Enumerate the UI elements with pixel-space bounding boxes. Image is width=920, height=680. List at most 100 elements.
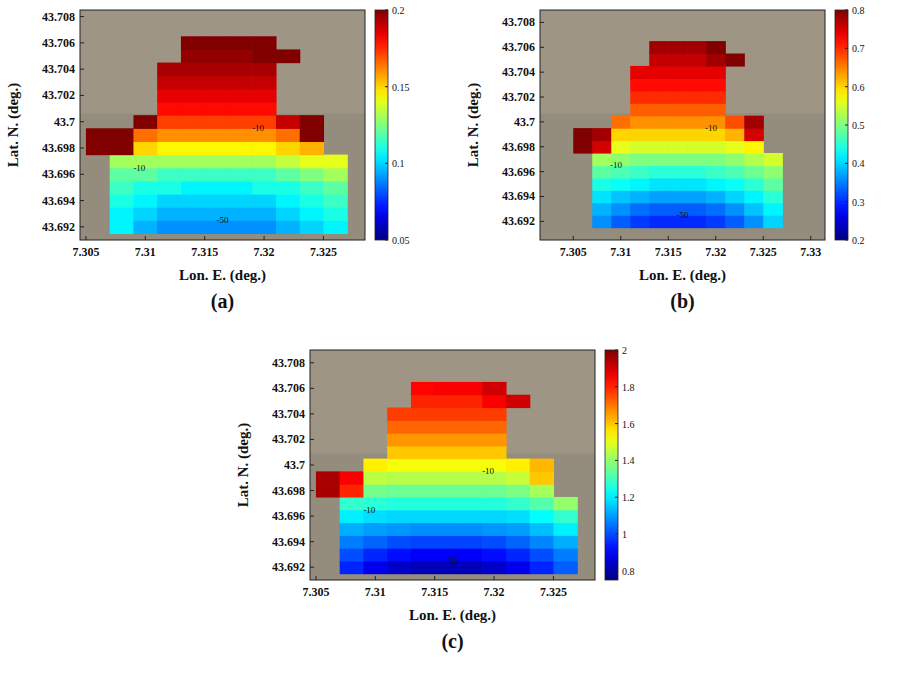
cell [300, 141, 324, 155]
cell [110, 194, 134, 208]
cell [458, 408, 482, 421]
cell [387, 446, 411, 459]
y-tick [310, 516, 314, 517]
contour-label: -10 [363, 505, 375, 515]
cell [387, 408, 411, 421]
y-tick [540, 97, 544, 98]
cell [706, 54, 726, 67]
y-tick [540, 221, 544, 222]
cell [363, 535, 387, 548]
cell [706, 203, 726, 216]
cell [482, 548, 506, 561]
x-tick-label: 7.31 [610, 245, 631, 259]
cell [252, 194, 276, 208]
cell [181, 141, 205, 155]
y-tick [80, 148, 84, 149]
cell [228, 63, 252, 77]
cell [181, 63, 205, 77]
cell [387, 497, 411, 510]
cell [458, 433, 482, 446]
cell [687, 78, 707, 91]
x-tick-label: 7.325 [310, 245, 337, 259]
cell [592, 153, 612, 166]
colorbar-tick-label: 0.1 [392, 158, 405, 169]
cell [649, 41, 669, 54]
cell [316, 471, 340, 484]
panel: -10-10-507.3057.317.3157.327.32543.69243… [235, 345, 635, 653]
colorbar-tick [845, 10, 848, 11]
cell [649, 128, 669, 141]
y-tick [80, 16, 84, 17]
cell [323, 168, 347, 182]
cell [668, 165, 688, 178]
colorbar-tick-label: 0.4 [852, 158, 865, 169]
cell [482, 484, 506, 497]
cell [252, 141, 276, 155]
y-tick [80, 42, 84, 43]
cell [340, 497, 364, 510]
cell [744, 116, 764, 129]
cell [181, 168, 205, 182]
cell [205, 89, 229, 103]
cell [530, 510, 554, 523]
land-background [80, 10, 365, 240]
cell [205, 36, 229, 50]
cell [482, 433, 506, 446]
land-town [540, 10, 825, 114]
cell [435, 471, 459, 484]
cell [763, 190, 783, 203]
cell [205, 194, 229, 208]
cell [387, 561, 411, 574]
cell [300, 115, 324, 129]
cell [592, 178, 612, 191]
cell [530, 459, 554, 472]
contour-label: -10 [610, 160, 622, 170]
cell [110, 128, 134, 142]
cell [687, 203, 707, 216]
cell [435, 395, 459, 408]
y-tick [310, 541, 314, 542]
cell [649, 54, 669, 67]
cell [110, 181, 134, 195]
cell [706, 178, 726, 191]
y-tick [80, 226, 84, 227]
cell [276, 194, 300, 208]
y-tick [540, 121, 544, 122]
cell [387, 420, 411, 433]
cell [592, 141, 612, 154]
cell [530, 471, 554, 484]
cell [411, 459, 435, 472]
colorbar [835, 10, 848, 240]
cell [630, 178, 650, 191]
cell [205, 115, 229, 129]
contour-label: -50 [217, 215, 229, 225]
cell [110, 155, 134, 169]
panel-label: (a) [211, 290, 234, 313]
cell [435, 433, 459, 446]
cell [435, 382, 459, 395]
cell [763, 203, 783, 216]
y-tick [80, 174, 84, 175]
cell [553, 523, 577, 536]
y-tick [310, 490, 314, 491]
y-tick-label: 43.702 [42, 88, 75, 102]
cell [630, 203, 650, 216]
cell [387, 433, 411, 446]
cell [157, 207, 181, 221]
colorbar-tick [845, 125, 848, 126]
cell [133, 181, 157, 195]
cell [687, 215, 707, 228]
colorbar-tick [615, 350, 618, 351]
cell [506, 497, 530, 510]
y-tick-label: 43.706 [272, 381, 305, 395]
cell [387, 523, 411, 536]
cell [706, 153, 726, 166]
cell [316, 484, 340, 497]
cells [86, 36, 348, 234]
x-tick [204, 236, 205, 240]
cell [706, 141, 726, 154]
cell [506, 459, 530, 472]
cell [725, 153, 745, 166]
x-tick-label: 7.315 [421, 585, 448, 599]
cell [387, 459, 411, 472]
